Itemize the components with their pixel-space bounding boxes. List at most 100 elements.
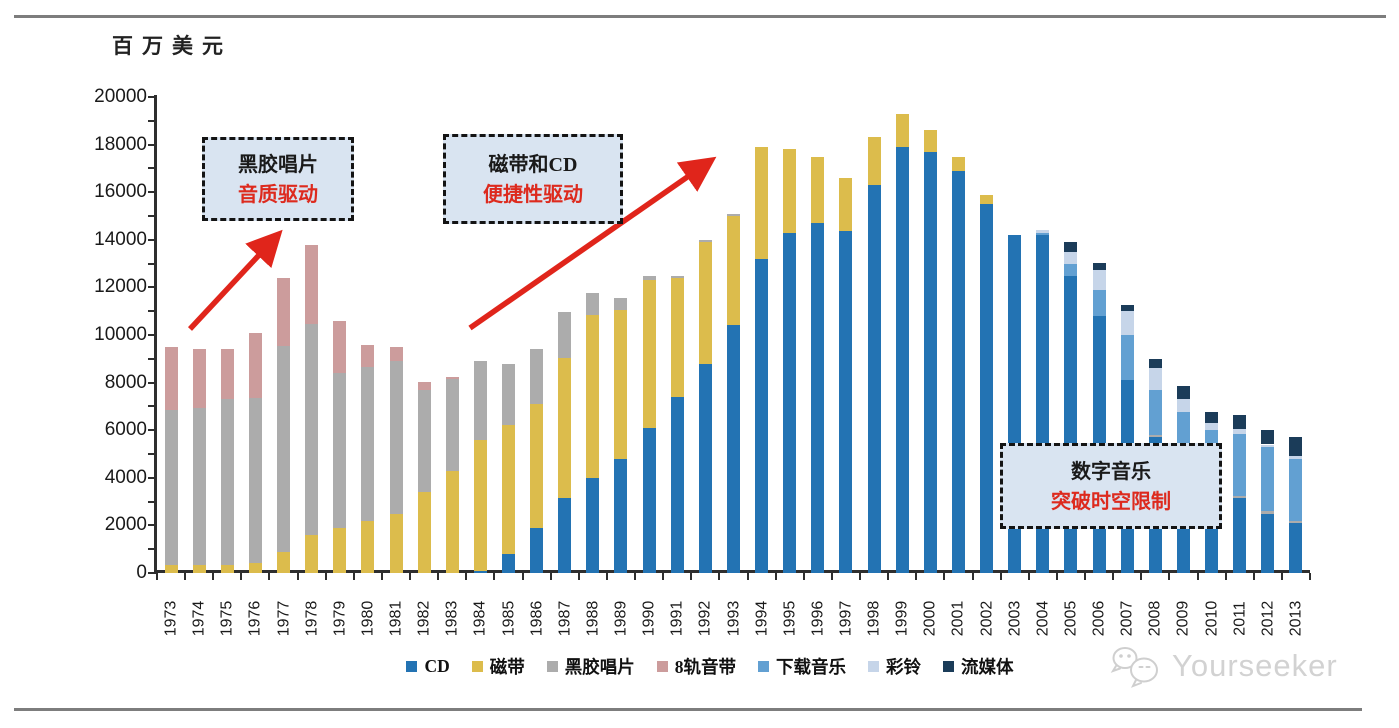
y-axis-tick [148, 143, 156, 146]
bar-segment-1995-磁带 [783, 149, 797, 233]
bar-1983 [438, 97, 466, 573]
bar-segment-1976-8轨音带 [248, 332, 262, 399]
x-axis-tick [212, 573, 215, 580]
bar-segment-2012-下载音乐 [1261, 446, 1275, 512]
x-axis-label-1997: 1997 [837, 600, 855, 637]
x-axis-label-2007: 2007 [1118, 600, 1136, 637]
bar-1981 [382, 97, 410, 573]
bar-segment-1983-8轨音带 [445, 376, 459, 380]
y-axis-tick [148, 238, 156, 241]
annotation-digital: 数字音乐 突破时空限制 [1000, 443, 1222, 529]
x-axis-tick [774, 573, 777, 580]
bar-segment-1989-磁带 [614, 310, 628, 459]
x-axis-tick [830, 573, 833, 580]
bar-1997 [832, 97, 860, 573]
x-axis-label-1982: 1982 [415, 600, 433, 637]
x-axis-tick [690, 573, 693, 580]
bar-1980 [354, 97, 382, 573]
bar-1979 [326, 97, 354, 573]
bar-segment-1998-CD [867, 185, 881, 573]
x-axis-label-2012: 2012 [1259, 600, 1277, 637]
x-axis-tick [156, 573, 158, 580]
bar-segment-2002-磁带 [980, 194, 994, 205]
bar-segment-2011-CD [1233, 498, 1247, 573]
x-axis-label-1996: 1996 [809, 600, 827, 637]
bar-segment-2012-彩铃 [1261, 444, 1275, 447]
bar-2011 [1226, 97, 1254, 573]
x-axis-tick [268, 573, 271, 580]
bar-segment-2012-黑胶唱片 [1261, 511, 1275, 514]
y-axis-tick-label: 12000 [94, 276, 147, 298]
bar-segment-1977-8轨音带 [277, 277, 291, 346]
bar-segment-1981-黑胶唱片 [389, 361, 403, 514]
bar-segment-1986-磁带 [530, 404, 544, 528]
bar-1984 [466, 97, 494, 573]
bar-segment-1979-磁带 [333, 527, 347, 573]
x-axis-tick [465, 573, 468, 580]
wechat-icon [1110, 647, 1158, 688]
x-axis-label-2002: 2002 [978, 600, 996, 637]
x-axis-tick [999, 573, 1002, 580]
annotation-cassette-cd-title: 磁带和CD [488, 153, 578, 176]
annotation-cassette-cd: 磁带和CD 便捷性驱动 [443, 134, 623, 224]
bar-segment-1990-磁带 [642, 280, 656, 428]
bar-segment-1983-磁带 [445, 470, 459, 573]
y-axis-tick-label: 0 [136, 562, 147, 583]
bar-segment-1999-CD [895, 146, 909, 573]
x-axis-label-1985: 1985 [500, 600, 518, 637]
bar-segment-2011-下载音乐 [1233, 433, 1247, 496]
bar-segment-1980-磁带 [361, 520, 375, 573]
bar-1996 [804, 97, 832, 573]
x-axis-label-1981: 1981 [387, 600, 405, 637]
bar-segment-1997-磁带 [839, 177, 853, 232]
bar-segment-1995-CD [783, 232, 797, 573]
bar-segment-1974-黑胶唱片 [192, 407, 206, 565]
x-axis-tick [746, 573, 749, 580]
x-axis-label-1993: 1993 [725, 600, 742, 637]
y-axis-tick [148, 357, 156, 360]
x-axis-label-2013: 2013 [1287, 600, 1305, 637]
bar-segment-1996-磁带 [811, 156, 825, 224]
x-axis-label-1974: 1974 [190, 600, 208, 637]
x-axis-label-1989: 1989 [612, 600, 630, 637]
bar-segment-1974-磁带 [192, 564, 206, 573]
legend-label-6: 流媒体 [961, 657, 1014, 677]
legend: CD 磁带 黑胶唱片 8轨音带 下载音乐 彩铃 流媒体 [130, 654, 1290, 679]
bar-segment-1990-CD [642, 427, 656, 573]
bar-segment-2000-磁带 [923, 130, 937, 152]
x-axis-label-1992: 1992 [696, 600, 714, 637]
bar-segment-1978-8轨音带 [305, 244, 319, 325]
y-axis-tick-label: 18000 [94, 133, 147, 155]
x-axis-tick [1309, 573, 1311, 580]
bar-segment-2008-彩铃 [1148, 368, 1162, 390]
bar-segment-1993-磁带 [726, 216, 740, 326]
bar-segment-1989-黑胶唱片 [614, 298, 628, 311]
bar-segment-2011-黑胶唱片 [1233, 495, 1247, 499]
x-axis-tick [409, 573, 412, 580]
bar-segment-1988-黑胶唱片 [586, 293, 600, 315]
bar-segment-1976-磁带 [248, 563, 262, 573]
y-axis-tick [148, 524, 156, 527]
y-axis-tick [148, 167, 156, 170]
x-axis-tick [240, 573, 243, 580]
bar-segment-1992-黑胶唱片 [698, 239, 712, 243]
legend-item-5: 彩铃 [868, 654, 921, 679]
annotation-vinyl-title: 黑胶唱片 [238, 153, 318, 176]
legend-swatch-3 [656, 661, 668, 672]
x-axis-tick [324, 573, 327, 580]
bar-segment-1978-磁带 [305, 534, 319, 573]
y-axis-tick-label: 2000 [104, 514, 147, 536]
x-axis-tick [605, 573, 608, 580]
bar-2002 [973, 97, 1001, 573]
x-axis-label-1980: 1980 [359, 600, 377, 637]
bar-segment-2010-流媒体 [1205, 411, 1219, 424]
y-axis-tick [148, 381, 156, 384]
x-axis-label-1987: 1987 [556, 600, 574, 637]
bar-segment-2013-下载音乐 [1289, 458, 1303, 521]
legend-label-2: 黑胶唱片 [564, 657, 635, 677]
bar-segment-2008-流媒体 [1148, 359, 1162, 369]
bar-segment-2000-CD [923, 151, 937, 573]
x-axis-label-1986: 1986 [528, 600, 546, 637]
legend-swatch-4 [758, 661, 770, 672]
bar-1976 [241, 97, 269, 573]
